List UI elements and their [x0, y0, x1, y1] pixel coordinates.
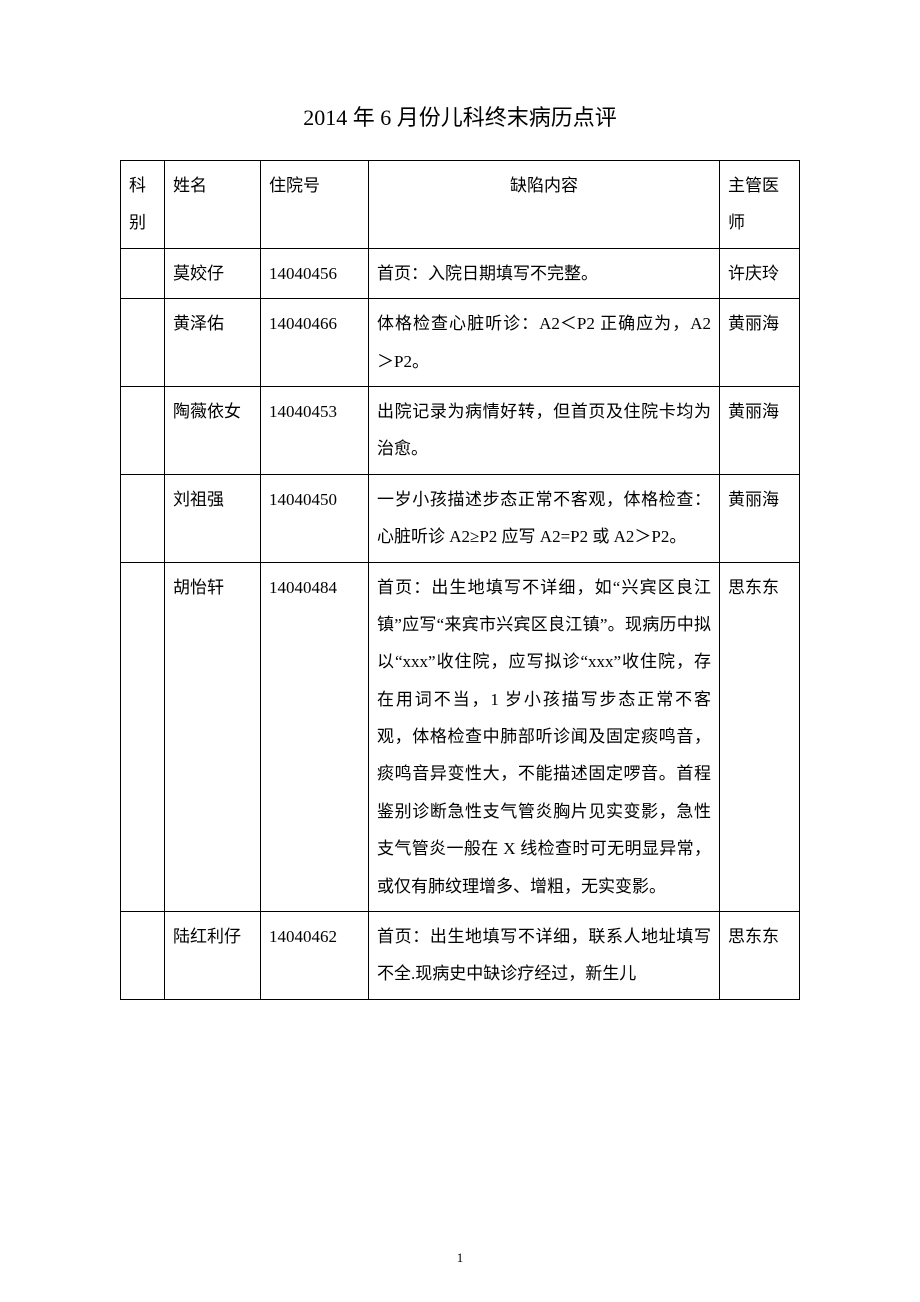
cell-doctor: 许庆玲: [720, 248, 800, 298]
table-row: 胡怡轩 14040484 首页：出生地填写不详细，如“兴宾区良江镇”应写“来宾市…: [121, 562, 800, 912]
cell-name: 胡怡轩: [165, 562, 261, 912]
cell-dept: [121, 386, 165, 474]
cell-name: 陆红利仔: [165, 912, 261, 1000]
cell-num: 14040466: [261, 299, 369, 387]
cell-num: 14040450: [261, 474, 369, 562]
cell-doctor: 思东东: [720, 912, 800, 1000]
cell-num: 14040456: [261, 248, 369, 298]
cell-defect: 首页：出生地填写不详细，联系人地址填写不全.现病史中缺诊疗经过，新生儿: [369, 912, 720, 1000]
cell-defect: 出院记录为病情好转，但首页及住院卡均为治愈。: [369, 386, 720, 474]
cell-name: 黄泽佑: [165, 299, 261, 387]
cell-num: 14040453: [261, 386, 369, 474]
table-row: 陶薇依女 14040453 出院记录为病情好转，但首页及住院卡均为治愈。 黄丽海: [121, 386, 800, 474]
table-row: 陆红利仔 14040462 首页：出生地填写不详细，联系人地址填写不全.现病史中…: [121, 912, 800, 1000]
cell-name: 莫姣仔: [165, 248, 261, 298]
cell-name: 刘祖强: [165, 474, 261, 562]
cell-doctor: 思东东: [720, 562, 800, 912]
cell-defect: 一岁小孩描述步态正常不客观，体格检查：心脏听诊 A2≥P2 应写 A2=P2 或…: [369, 474, 720, 562]
cell-dept: [121, 248, 165, 298]
cell-num: 14040484: [261, 562, 369, 912]
cell-dept: [121, 299, 165, 387]
cell-doctor: 黄丽海: [720, 474, 800, 562]
col-defect: 缺陷内容: [369, 161, 720, 249]
record-review-table: 科别 姓名 住院号 缺陷内容 主管医师 莫姣仔 14040456 首页：入院日期…: [120, 160, 800, 1000]
cell-dept: [121, 474, 165, 562]
page-title: 2014 年 6 月份儿科终末病历点评: [120, 100, 800, 132]
cell-defect: 首页：入院日期填写不完整。: [369, 248, 720, 298]
col-dept: 科别: [121, 161, 165, 249]
col-doctor: 主管医师: [720, 161, 800, 249]
table-row: 刘祖强 14040450 一岁小孩描述步态正常不客观，体格检查：心脏听诊 A2≥…: [121, 474, 800, 562]
cell-doctor: 黄丽海: [720, 386, 800, 474]
table-row: 莫姣仔 14040456 首页：入院日期填写不完整。 许庆玲: [121, 248, 800, 298]
cell-defect: 首页：出生地填写不详细，如“兴宾区良江镇”应写“来宾市兴宾区良江镇”。现病历中拟…: [369, 562, 720, 912]
cell-dept: [121, 912, 165, 1000]
table-row: 黄泽佑 14040466 体格检查心脏听诊：A2＜P2 正确应为，A2＞P2。 …: [121, 299, 800, 387]
cell-num: 14040462: [261, 912, 369, 1000]
col-num: 住院号: [261, 161, 369, 249]
cell-name: 陶薇依女: [165, 386, 261, 474]
cell-doctor: 黄丽海: [720, 299, 800, 387]
table-header-row: 科别 姓名 住院号 缺陷内容 主管医师: [121, 161, 800, 249]
cell-defect: 体格检查心脏听诊：A2＜P2 正确应为，A2＞P2。: [369, 299, 720, 387]
cell-dept: [121, 562, 165, 912]
col-name: 姓名: [165, 161, 261, 249]
page-number: 1: [0, 1250, 920, 1266]
